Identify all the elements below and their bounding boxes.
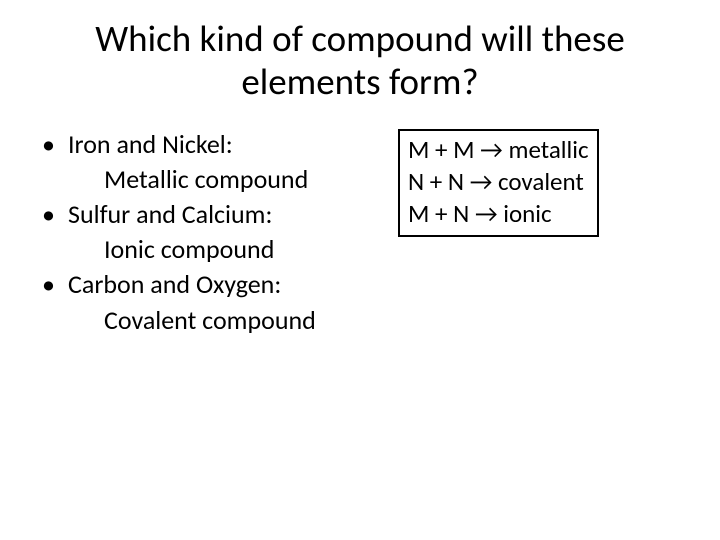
list-item: • Carbon and Oxygen: bbox=[40, 267, 380, 302]
bullet-marker-icon: • bbox=[40, 267, 68, 302]
rule-rhs: covalent bbox=[498, 166, 584, 197]
rules-box: M + M → metallic N + N → covalent M + N … bbox=[398, 129, 599, 237]
rule-lhs: N + N bbox=[408, 166, 464, 197]
slide: Which kind of compound will these elemen… bbox=[0, 0, 720, 540]
rule-lhs: M + M bbox=[408, 134, 475, 165]
bullet-answer: Metallic compound bbox=[40, 162, 380, 197]
list-item: • Sulfur and Calcium: bbox=[40, 197, 380, 232]
rule-rhs: metallic bbox=[508, 134, 588, 165]
rule-line: M + N → ionic bbox=[408, 198, 589, 230]
list-item: • Iron and Nickel: bbox=[40, 127, 380, 162]
bullet-marker-icon: • bbox=[40, 127, 68, 162]
bullet-marker-icon: • bbox=[40, 197, 68, 232]
rule-rhs: ionic bbox=[503, 198, 551, 229]
arrow-icon: → bbox=[480, 134, 503, 166]
arrow-icon: → bbox=[470, 166, 493, 198]
bullet-label: Carbon and Oxygen: bbox=[68, 267, 380, 302]
rule-line: N + N → covalent bbox=[408, 166, 589, 198]
arrow-icon: → bbox=[475, 198, 498, 230]
slide-title: Which kind of compound will these elemen… bbox=[40, 18, 680, 103]
bullet-answer: Covalent compound bbox=[40, 303, 380, 338]
bullet-answer: Ionic compound bbox=[40, 232, 380, 267]
slide-body: • Iron and Nickel: Metallic compound • S… bbox=[40, 127, 680, 338]
bullet-label: Iron and Nickel: bbox=[68, 127, 380, 162]
rule-line: M + M → metallic bbox=[408, 134, 589, 166]
bullet-label: Sulfur and Calcium: bbox=[68, 197, 380, 232]
rule-lhs: M + N bbox=[408, 198, 469, 229]
bullet-list: • Iron and Nickel: Metallic compound • S… bbox=[40, 127, 380, 338]
